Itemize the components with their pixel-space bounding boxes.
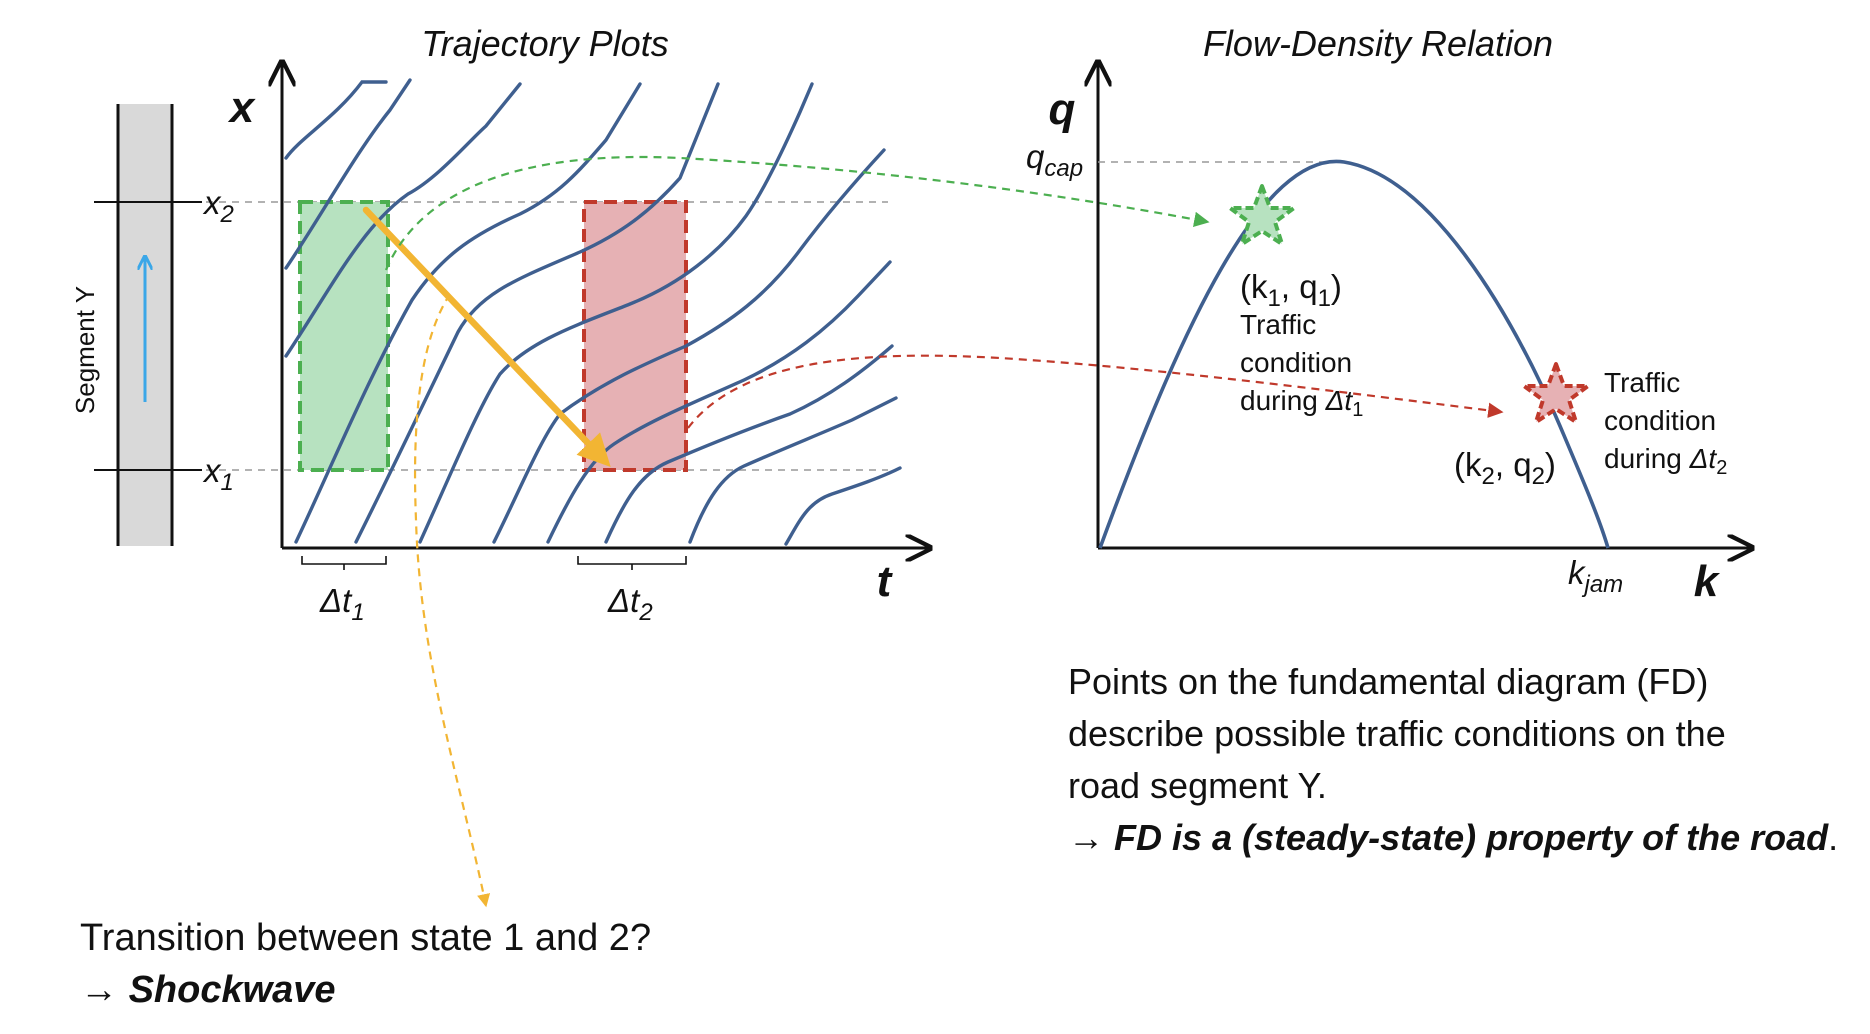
fd-explanation: Points on the fundamental diagram (FD) d…: [1068, 656, 1858, 864]
trajectory-7: [492, 148, 886, 544]
fd-explanation-line1: Points on the fundamental diagram (FD): [1068, 661, 1709, 702]
road-segment: Segment Y: [70, 104, 202, 546]
fundamental-diagram-curve: [1098, 159, 1610, 549]
dt2-red-box: [582, 200, 688, 472]
trajectory-5: [354, 82, 720, 544]
k-axis-label: k: [1694, 557, 1721, 606]
trajectory-10: [688, 396, 898, 544]
x2-label: x2: [202, 184, 234, 228]
point2-desc-line2: condition: [1604, 405, 1716, 436]
dt2-label: Δt2: [607, 582, 653, 626]
kjam-label: kjam: [1568, 554, 1623, 598]
flow-density-title: Flow-Density Relation: [1203, 23, 1553, 64]
trajectory-6: [418, 82, 814, 544]
trajectory-4: [294, 82, 642, 544]
point1-desc-line2: condition: [1240, 347, 1352, 378]
dt2-brace: [577, 556, 687, 570]
trajectory-9: [604, 344, 894, 544]
x-axis-label: x: [228, 83, 256, 132]
fd-explanation-line3: road segment Y.: [1068, 765, 1327, 806]
transition-question-line1: Transition between state 1 and 2?: [80, 917, 652, 959]
red-link-arrow: [687, 354, 1504, 429]
point2-desc-line1: Traffic: [1604, 367, 1680, 398]
point2-label: (k2, q2): [1454, 446, 1556, 490]
transition-link-arrow: [413, 293, 491, 908]
fd-explanation-line4: → FD is a (steady-state) property of the…: [1068, 817, 1839, 858]
vehicle-trajectories: [284, 78, 902, 546]
point1-label: (k1, q1): [1240, 268, 1342, 312]
dt1-label: Δt1: [319, 582, 365, 626]
trajectory-1: [284, 80, 388, 160]
segment-label: Segment Y: [70, 286, 100, 414]
q-axis-label: q: [1049, 85, 1076, 134]
t-axis-label: t: [877, 557, 894, 606]
fd-explanation-line2: describe possible traffic conditions on …: [1068, 713, 1726, 754]
point1-star-marker: [1228, 184, 1296, 246]
point1-desc-line3: during Δt1: [1240, 385, 1363, 421]
qcap-label: qcap: [1026, 138, 1083, 182]
green-link-arrow: [384, 155, 1210, 271]
trajectory-8: [546, 260, 892, 544]
point2-star-marker: [1522, 362, 1590, 424]
dt1-brace: [301, 556, 387, 570]
transition-question-line2: → Shockwave: [80, 969, 336, 1011]
trajectory-plots-title: Trajectory Plots: [421, 23, 668, 64]
trajectory-11: [784, 466, 902, 546]
shockwave-arrow: [362, 206, 611, 468]
trajectory-2: [284, 78, 412, 270]
point2-desc-line3: during Δt2: [1604, 443, 1727, 479]
x1-label: x1: [202, 452, 234, 496]
trajectory-3: [284, 82, 522, 358]
transition-question: Transition between state 1 and 2? → Shoc…: [80, 912, 880, 1016]
point1-desc-line1: Traffic: [1240, 309, 1316, 340]
dt1-green-box: [298, 200, 390, 472]
